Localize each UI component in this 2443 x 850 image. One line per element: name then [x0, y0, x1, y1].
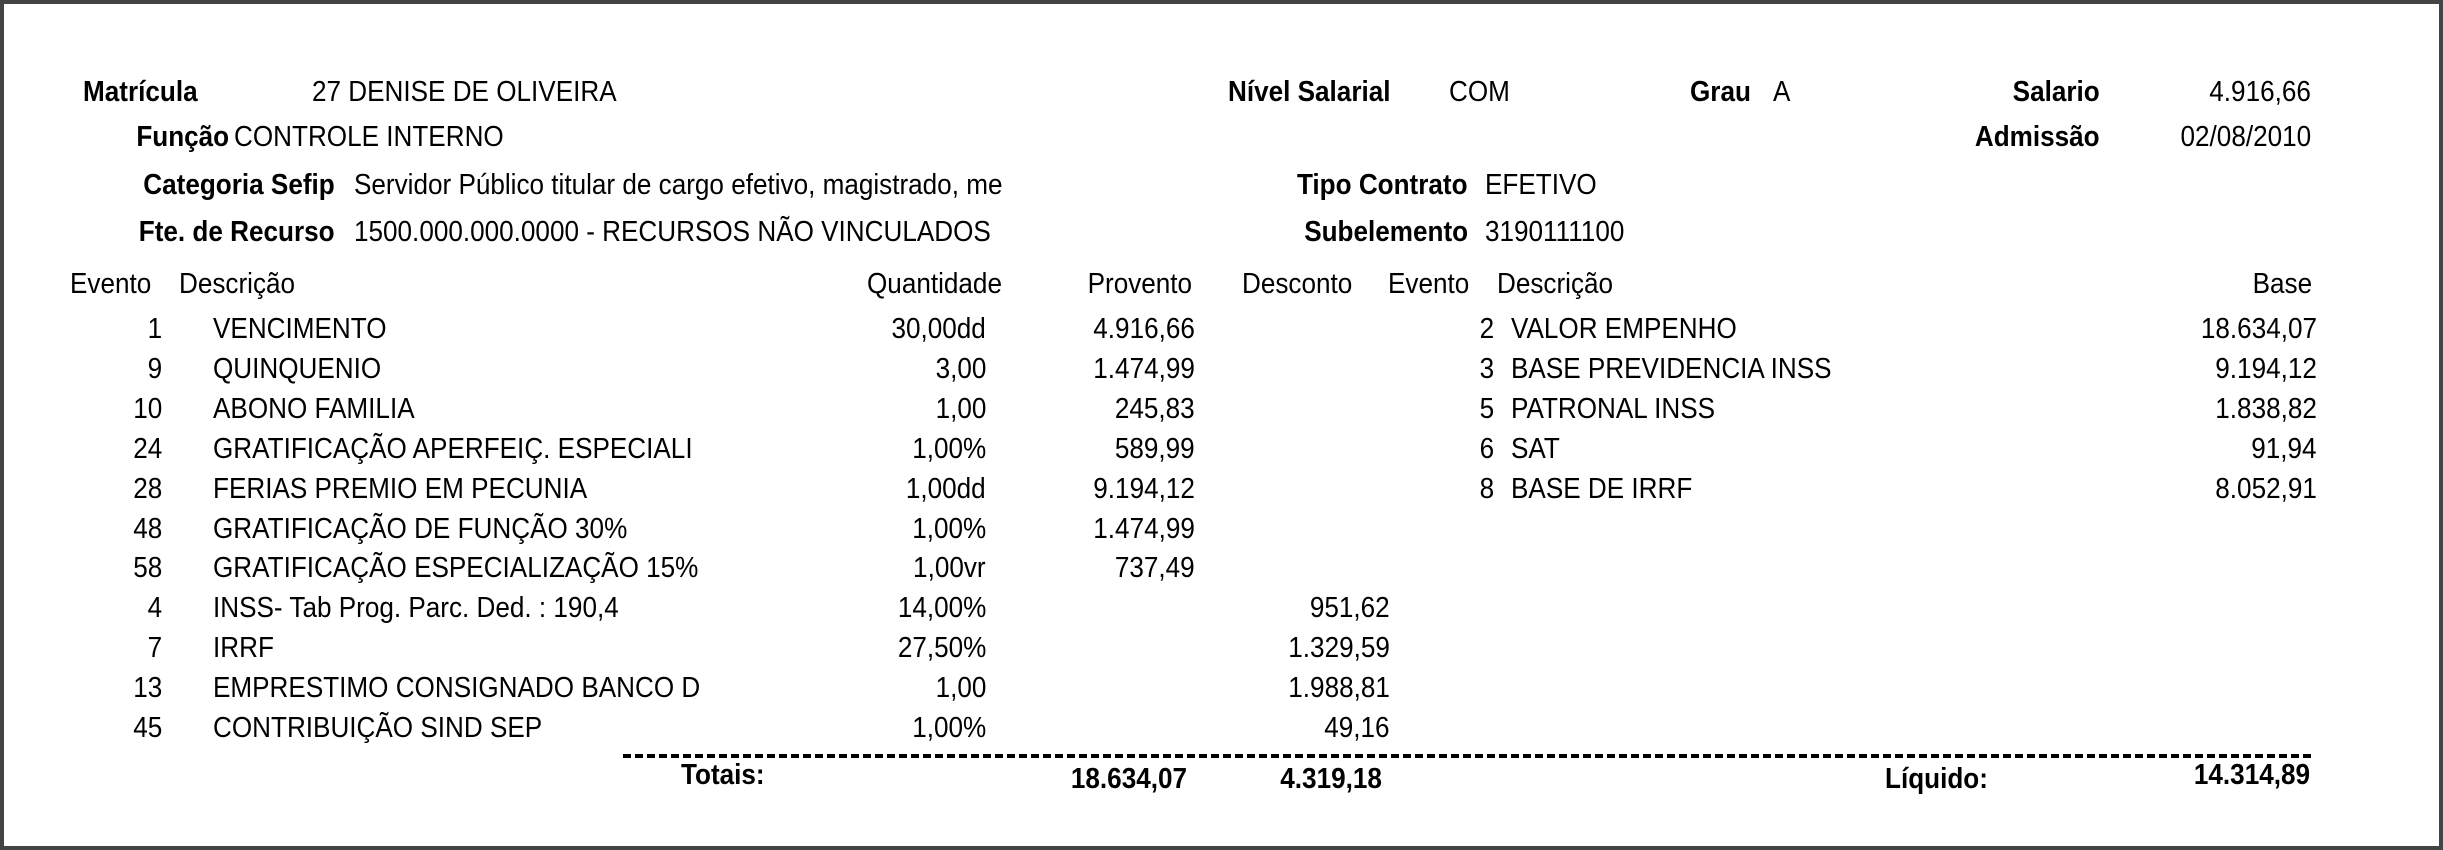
total-descontos: 4.319,18	[1280, 763, 1382, 795]
event-desconto: 951,62	[1310, 592, 1390, 625]
event-description: GRATIFICAÇÃO ESPECIALIZAÇÃO 15%	[213, 552, 699, 585]
col-descricao: Descrição	[179, 268, 296, 300]
admissao-value: 02/08/2010	[2180, 121, 2311, 153]
event-code: 48	[132, 512, 162, 545]
categoria-value: Servidor Público titular de cargo efetiv…	[354, 169, 1003, 201]
event-description: INSS- Tab Prog. Parc. Ded. : 190,4	[213, 592, 619, 625]
categoria-label: Categoria Sefip	[143, 169, 335, 201]
funcao-label: Função	[136, 121, 229, 153]
tipo-contrato-value: EFETIVO	[1485, 169, 1597, 201]
subelemento-label: Subelemento	[1304, 216, 1468, 248]
event-provento: 1.474,99	[1093, 352, 1195, 385]
event-code: 7	[147, 632, 162, 665]
base-description: BASE PREVIDENCIA INSS	[1511, 352, 1832, 385]
event-code: 4	[147, 592, 162, 625]
event-code: 1	[147, 313, 162, 345]
event-description: VENCIMENTO	[213, 313, 387, 345]
col-quantidade: Quantidade	[867, 268, 1002, 300]
event-provento: 1.474,99	[1093, 512, 1195, 545]
fonte-label: Fte. de Recurso	[139, 216, 335, 248]
nivel-label: Nível Salarial	[1228, 76, 1391, 108]
base-description: VALOR EMPENHO	[1511, 313, 1737, 345]
salario-value: 4.916,66	[2209, 76, 2311, 108]
event-description: GRATIFICAÇÃO APERFEIÇ. ESPECIALI	[213, 432, 693, 465]
event-description: FERIAS PREMIO EM PECUNIA	[213, 472, 588, 505]
col-evento-base: Evento	[1388, 268, 1470, 300]
event-code: 9	[147, 352, 162, 385]
event-quantity: 1,00	[935, 392, 986, 425]
base-description: BASE DE IRRF	[1511, 472, 1693, 505]
grau-value: A	[1773, 76, 1791, 108]
event-code: 24	[132, 432, 162, 465]
event-provento: 9.194,12	[1093, 472, 1195, 505]
base-code: 8	[1479, 472, 1494, 505]
event-provento: 589,99	[1115, 432, 1195, 465]
event-code: 13	[132, 672, 162, 705]
event-quantity: 1,00%	[911, 712, 986, 744]
event-desconto: 1.988,81	[1288, 672, 1390, 705]
event-quantity: 1,00%	[911, 512, 986, 545]
event-description: GRATIFICAÇÃO DE FUNÇÃO 30%	[213, 512, 628, 545]
event-code: 28	[132, 472, 162, 505]
base-code: 6	[1479, 432, 1494, 465]
matricula-label: Matrícula	[83, 76, 198, 108]
event-quantity: 27,50%	[897, 632, 986, 665]
event-quantity: 30,00dd	[891, 313, 986, 345]
totals-divider	[623, 754, 2311, 758]
event-provento: 245,83	[1115, 392, 1195, 425]
event-quantity: 1,00%	[911, 432, 986, 465]
event-quantity: 1,00	[935, 672, 986, 705]
event-quantity: 1,00vr	[913, 552, 986, 585]
event-quantity: 14,00%	[897, 592, 986, 625]
grau-label: Grau	[1690, 76, 1751, 108]
base-description: SAT	[1511, 432, 1560, 465]
base-code: 3	[1479, 352, 1494, 385]
event-quantity: 3,00	[935, 352, 986, 385]
matricula-value: 27 DENISE DE OLIVEIRA	[312, 76, 617, 108]
event-quantity: 1,00dd	[906, 472, 986, 505]
col-descricao-base: Descrição	[1497, 268, 1614, 300]
base-value: 91,94	[2251, 432, 2317, 465]
admissao-label: Admissão	[1975, 121, 2100, 153]
liquido-label: Líquido:	[1885, 763, 1988, 795]
event-code: 58	[132, 552, 162, 585]
base-value: 8.052,91	[2215, 472, 2317, 505]
event-code: 10	[132, 392, 162, 425]
nivel-value: COM	[1449, 76, 1510, 108]
col-provento: Provento	[1087, 268, 1192, 300]
event-provento: 4.916,66	[1093, 313, 1195, 345]
col-evento: Evento	[70, 268, 152, 300]
event-desconto: 49,16	[1324, 712, 1390, 744]
base-value: 9.194,12	[2215, 352, 2317, 385]
base-code: 2	[1479, 313, 1494, 345]
event-description: QUINQUENIO	[213, 352, 382, 385]
liquido-value: 14.314,89	[2193, 759, 2310, 791]
tipo-contrato-label: Tipo Contrato	[1297, 169, 1468, 201]
event-desconto: 1.329,59	[1288, 632, 1390, 665]
event-description: ABONO FAMILIA	[213, 392, 415, 425]
totals-label: Totais:	[681, 759, 765, 791]
base-value: 18.634,07	[2200, 313, 2317, 345]
funcao-value: CONTROLE INTERNO	[234, 121, 504, 153]
fonte-value: 1500.000.000.0000 - RECURSOS NÃO VINCULA…	[354, 216, 991, 248]
event-code: 45	[132, 712, 162, 744]
total-proventos: 18.634,07	[1070, 763, 1187, 795]
base-value: 1.838,82	[2215, 392, 2317, 425]
event-provento: 737,49	[1115, 552, 1195, 585]
subelemento-value: 3190111100	[1485, 216, 1625, 248]
event-description: CONTRIBUIÇÃO SIND SEP	[213, 712, 543, 744]
base-code: 5	[1479, 392, 1494, 425]
salario-label: Salario	[2012, 76, 2100, 108]
col-base: Base	[2252, 268, 2312, 300]
event-description: EMPRESTIMO CONSIGNADO BANCO D	[213, 672, 701, 705]
event-description: IRRF	[213, 632, 274, 665]
col-desconto: Desconto	[1242, 268, 1353, 300]
base-description: PATRONAL INSS	[1511, 392, 1716, 425]
